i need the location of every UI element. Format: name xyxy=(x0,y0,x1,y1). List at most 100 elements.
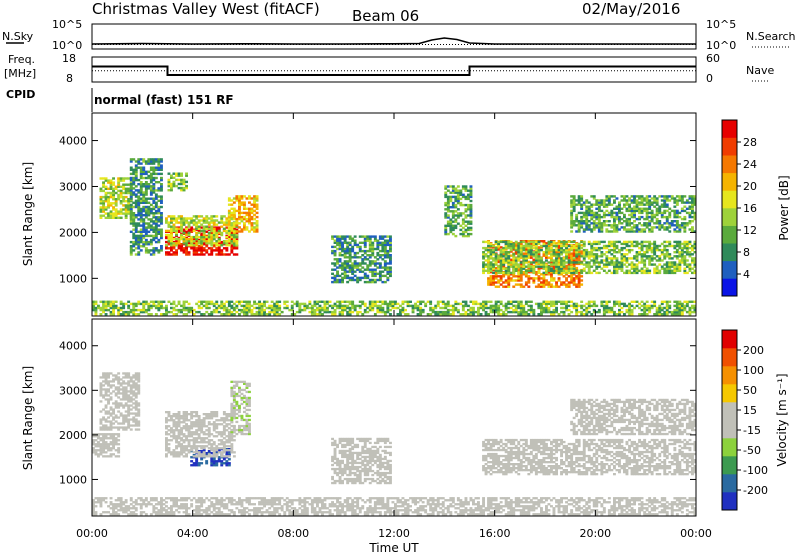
heat-cell xyxy=(338,241,342,244)
heat-cell xyxy=(602,259,606,262)
heat-cell xyxy=(225,231,229,235)
cpid-label: CPID xyxy=(6,88,35,101)
heat-cell xyxy=(348,243,352,247)
heat-cell xyxy=(454,191,458,194)
heat-cell xyxy=(670,224,674,227)
heat-cell xyxy=(152,162,156,165)
heat-cell xyxy=(230,306,234,310)
heat-cell xyxy=(577,224,581,227)
heat-cell xyxy=(540,261,543,264)
heat-cell xyxy=(215,235,219,239)
heat-cell xyxy=(613,240,616,244)
heat-cell xyxy=(348,310,352,314)
heat-cell xyxy=(180,304,183,308)
heat-cell xyxy=(399,313,402,316)
heat-cell xyxy=(650,209,654,213)
heat-cell xyxy=(137,234,141,238)
heat-cell xyxy=(232,213,236,217)
heat-cell xyxy=(456,185,460,188)
heat-cell xyxy=(160,228,163,231)
heat-cell xyxy=(565,240,568,244)
heat-cell xyxy=(655,308,659,312)
heat-cell xyxy=(522,313,526,316)
heat-cell xyxy=(134,308,138,312)
heat-cell xyxy=(132,245,136,248)
heat-cell xyxy=(570,211,574,215)
heat-cell xyxy=(250,211,254,215)
heat-cell xyxy=(333,308,337,312)
heat-cell xyxy=(482,269,485,272)
heat-cell xyxy=(119,300,123,303)
heat-cell xyxy=(650,255,654,258)
heat-cell xyxy=(180,308,183,312)
heat-cell xyxy=(580,217,584,221)
heat-cell xyxy=(134,203,138,207)
heat-cell xyxy=(386,306,390,310)
heat-cell xyxy=(663,244,667,248)
heat-cell xyxy=(529,306,533,310)
heat-cell xyxy=(595,248,599,252)
heat-cell xyxy=(361,313,365,316)
heat-cell xyxy=(633,209,636,213)
heat-cell xyxy=(688,308,692,312)
heat-cell xyxy=(107,212,110,215)
heat-cell xyxy=(550,260,553,264)
heat-cell xyxy=(607,195,611,198)
heat-cell xyxy=(139,183,143,186)
heat-cell xyxy=(507,255,511,258)
heat-cell xyxy=(489,300,493,303)
heat-cell xyxy=(235,225,239,228)
heat-cell xyxy=(605,259,609,262)
heat-cell xyxy=(391,304,395,308)
heat-cell xyxy=(597,240,601,244)
heat-cell xyxy=(685,265,689,268)
heat-cell xyxy=(650,248,654,252)
heat-cell xyxy=(356,251,360,255)
heat-cell xyxy=(346,266,350,269)
heat-cell xyxy=(190,244,194,247)
heat-cell xyxy=(454,187,458,190)
heat-cell xyxy=(378,243,382,247)
heat-cell xyxy=(635,255,639,258)
heat-cell xyxy=(615,269,619,272)
heat-cell xyxy=(565,271,568,275)
heat-cell xyxy=(368,304,372,308)
heat-cell xyxy=(190,464,194,467)
heat-cell xyxy=(230,215,234,218)
heat-cell xyxy=(693,244,697,248)
heat-cell xyxy=(514,257,518,260)
heat-cell xyxy=(507,273,511,276)
heat-cell xyxy=(451,224,455,227)
colorbar-cell xyxy=(722,243,737,262)
heat-cell xyxy=(383,266,387,269)
heat-cell xyxy=(502,263,506,266)
heat-cell xyxy=(547,269,551,272)
heat-cell xyxy=(683,224,687,227)
heat-cell xyxy=(197,219,201,222)
heat-cell xyxy=(507,279,511,282)
heat-cell xyxy=(255,203,259,206)
heat-cell xyxy=(134,226,138,229)
heat-cell xyxy=(290,313,294,316)
heat-cell xyxy=(127,204,131,207)
heat-cell xyxy=(381,270,385,273)
heat-cell xyxy=(104,179,108,182)
heat-cell xyxy=(152,230,156,233)
heat-cell xyxy=(436,310,440,314)
heat-cell xyxy=(205,245,209,248)
heat-cell xyxy=(346,260,350,263)
heat-cell xyxy=(675,211,679,215)
heat-cell xyxy=(678,253,682,256)
heat-cell xyxy=(165,445,168,448)
heat-cell xyxy=(670,222,674,225)
heat-cell xyxy=(107,200,110,203)
heat-cell xyxy=(185,219,188,222)
heat-cell xyxy=(238,300,241,303)
heat-cell xyxy=(615,302,619,306)
heat-cell xyxy=(567,256,571,259)
heat-cell xyxy=(645,304,649,308)
heat-cell xyxy=(232,215,236,219)
heat-cell xyxy=(160,166,163,169)
heat-cell xyxy=(207,247,211,250)
heat-cell xyxy=(655,226,659,229)
